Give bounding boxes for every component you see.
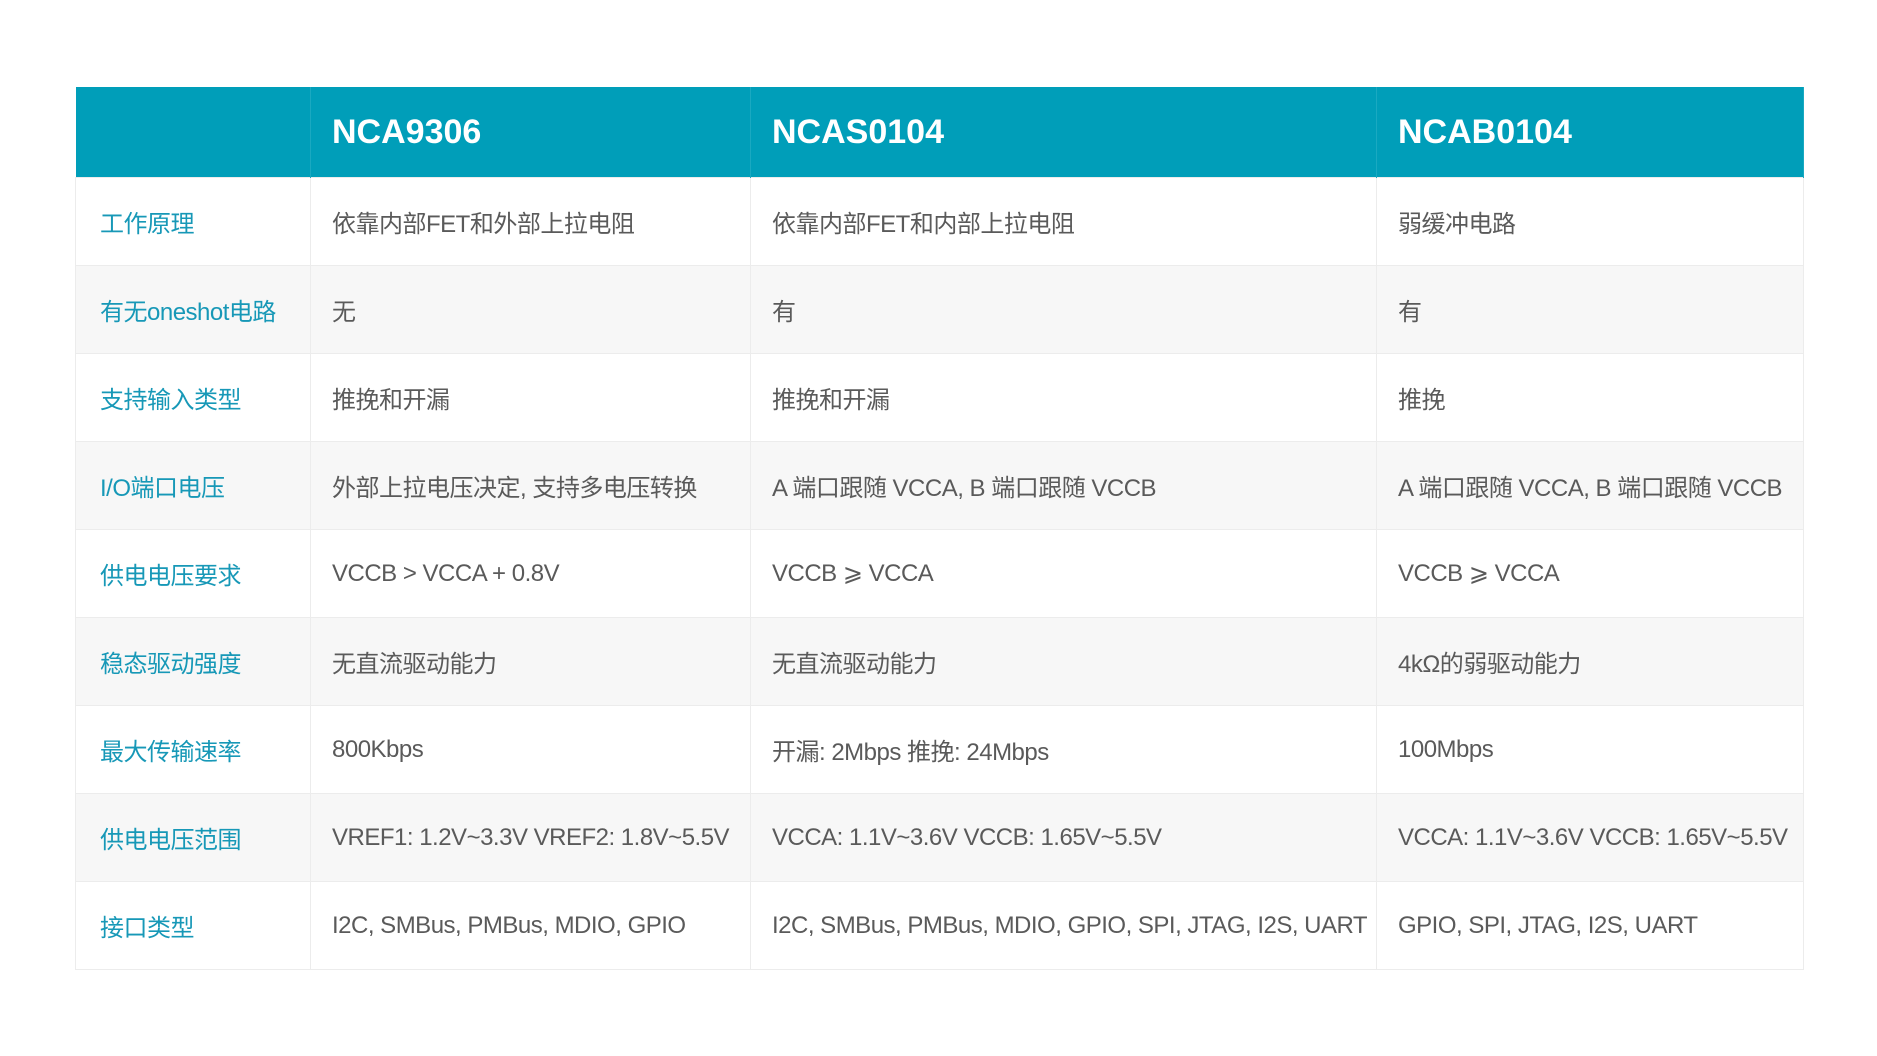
table-cell: 开漏: 2Mbps 推挽: 24Mbps xyxy=(750,705,1377,794)
table-cell: 无直流驱动能力 xyxy=(310,617,751,706)
row-label: 有无oneshot电路 xyxy=(75,265,311,354)
table-cell: VCCB ⩾ VCCA xyxy=(1376,529,1804,618)
table-cell: 依靠内部FET和外部上拉电阻 xyxy=(310,177,751,266)
table-cell: VCCB ⩾ VCCA xyxy=(750,529,1377,618)
table-cell: 800Kbps xyxy=(310,705,751,794)
table-row: 供电电压范围 VREF1: 1.2V~3.3V VREF2: 1.8V~5.5V V… xyxy=(75,793,1804,882)
header-row: NCA9306 NCAS0104 NCAB0104 xyxy=(75,87,1804,178)
row-label: 支持输入类型 xyxy=(75,353,311,442)
table-row: 接口类型 I2C, SMBus, PMBus, MDIO, GPIO I2C, SM… xyxy=(75,881,1804,970)
row-label: 工作原理 xyxy=(75,177,311,266)
table-row: 有无oneshot电路无有有 xyxy=(75,265,1804,354)
row-label: 最大传输速率 xyxy=(75,705,311,794)
table-row: 最大传输速率 800Kbps 开漏: 2Mbps 推挽: 24Mbps 100Mbps xyxy=(75,705,1804,794)
header-ncab0104: NCAB0104 xyxy=(1376,87,1804,178)
table-cell: 推挽和开漏 xyxy=(750,353,1377,442)
table-row: I/O端口电压 外部上拉电压决定, 支持多电压转换 A 端口跟随 VCCA, B 端… xyxy=(75,441,1804,530)
table-cell: 100Mbps xyxy=(1376,705,1804,794)
table-cell: 推挽 xyxy=(1376,353,1804,442)
table-cell: I2C, SMBus, PMBus, MDIO, GPIO, SPI, JTAG… xyxy=(750,881,1377,970)
table-cell: VCCB > VCCA + 0.8V xyxy=(310,529,751,618)
table-row: 供电电压要求 VCCB > VCCA + 0.8V VCCB ⩾ VCCA VCCB … xyxy=(75,529,1804,618)
table-cell: VREF1: 1.2V~3.3V VREF2: 1.8V~5.5V xyxy=(310,793,751,882)
table-cell: 有 xyxy=(750,265,1377,354)
comparison-table: NCA9306 NCAS0104 NCAB0104 工作原理 依靠内部FET和外部… xyxy=(75,87,1804,970)
table-cell: 无直流驱动能力 xyxy=(750,617,1377,706)
row-label: 稳态驱动强度 xyxy=(75,617,311,706)
header-corner xyxy=(75,87,311,178)
table-row: 支持输入类型 推挽和开漏 推挽和开漏 推挽 xyxy=(75,353,1804,442)
header-ncas0104: NCAS0104 xyxy=(750,87,1377,178)
table-row: 稳态驱动强度 无直流驱动能力 无直流驱动能力 4kΩ的弱驱动能力 xyxy=(75,617,1804,706)
table-cell: A 端口跟随 VCCA, B 端口跟随 VCCB xyxy=(1376,441,1804,530)
row-label: 供电电压范围 xyxy=(75,793,311,882)
table-cell: 无 xyxy=(310,265,751,354)
table-cell: A 端口跟随 VCCA, B 端口跟随 VCCB xyxy=(750,441,1377,530)
table-cell: 推挽和开漏 xyxy=(310,353,751,442)
table-row: 工作原理 依靠内部FET和外部上拉电阻 依靠内部FET和内部上拉电阻 弱缓冲电路 xyxy=(75,177,1804,266)
row-label: 接口类型 xyxy=(75,881,311,970)
row-label: I/O端口电压 xyxy=(75,441,311,530)
table-cell: VCCA: 1.1V~3.6V VCCB: 1.65V~5.5V xyxy=(750,793,1377,882)
table-cell: I2C, SMBus, PMBus, MDIO, GPIO xyxy=(310,881,751,970)
header-nca9306: NCA9306 xyxy=(310,87,751,178)
table-cell: 4kΩ的弱驱动能力 xyxy=(1376,617,1804,706)
table-cell: 依靠内部FET和内部上拉电阻 xyxy=(750,177,1377,266)
row-label: 供电电压要求 xyxy=(75,529,311,618)
table-cell: 有 xyxy=(1376,265,1804,354)
table-cell: 弱缓冲电路 xyxy=(1376,177,1804,266)
table-cell: VCCA: 1.1V~3.6V VCCB: 1.65V~5.5V xyxy=(1376,793,1804,882)
table-cell: GPIO, SPI, JTAG, I2S, UART xyxy=(1376,881,1804,970)
table-cell: 外部上拉电压决定, 支持多电压转换 xyxy=(310,441,751,530)
